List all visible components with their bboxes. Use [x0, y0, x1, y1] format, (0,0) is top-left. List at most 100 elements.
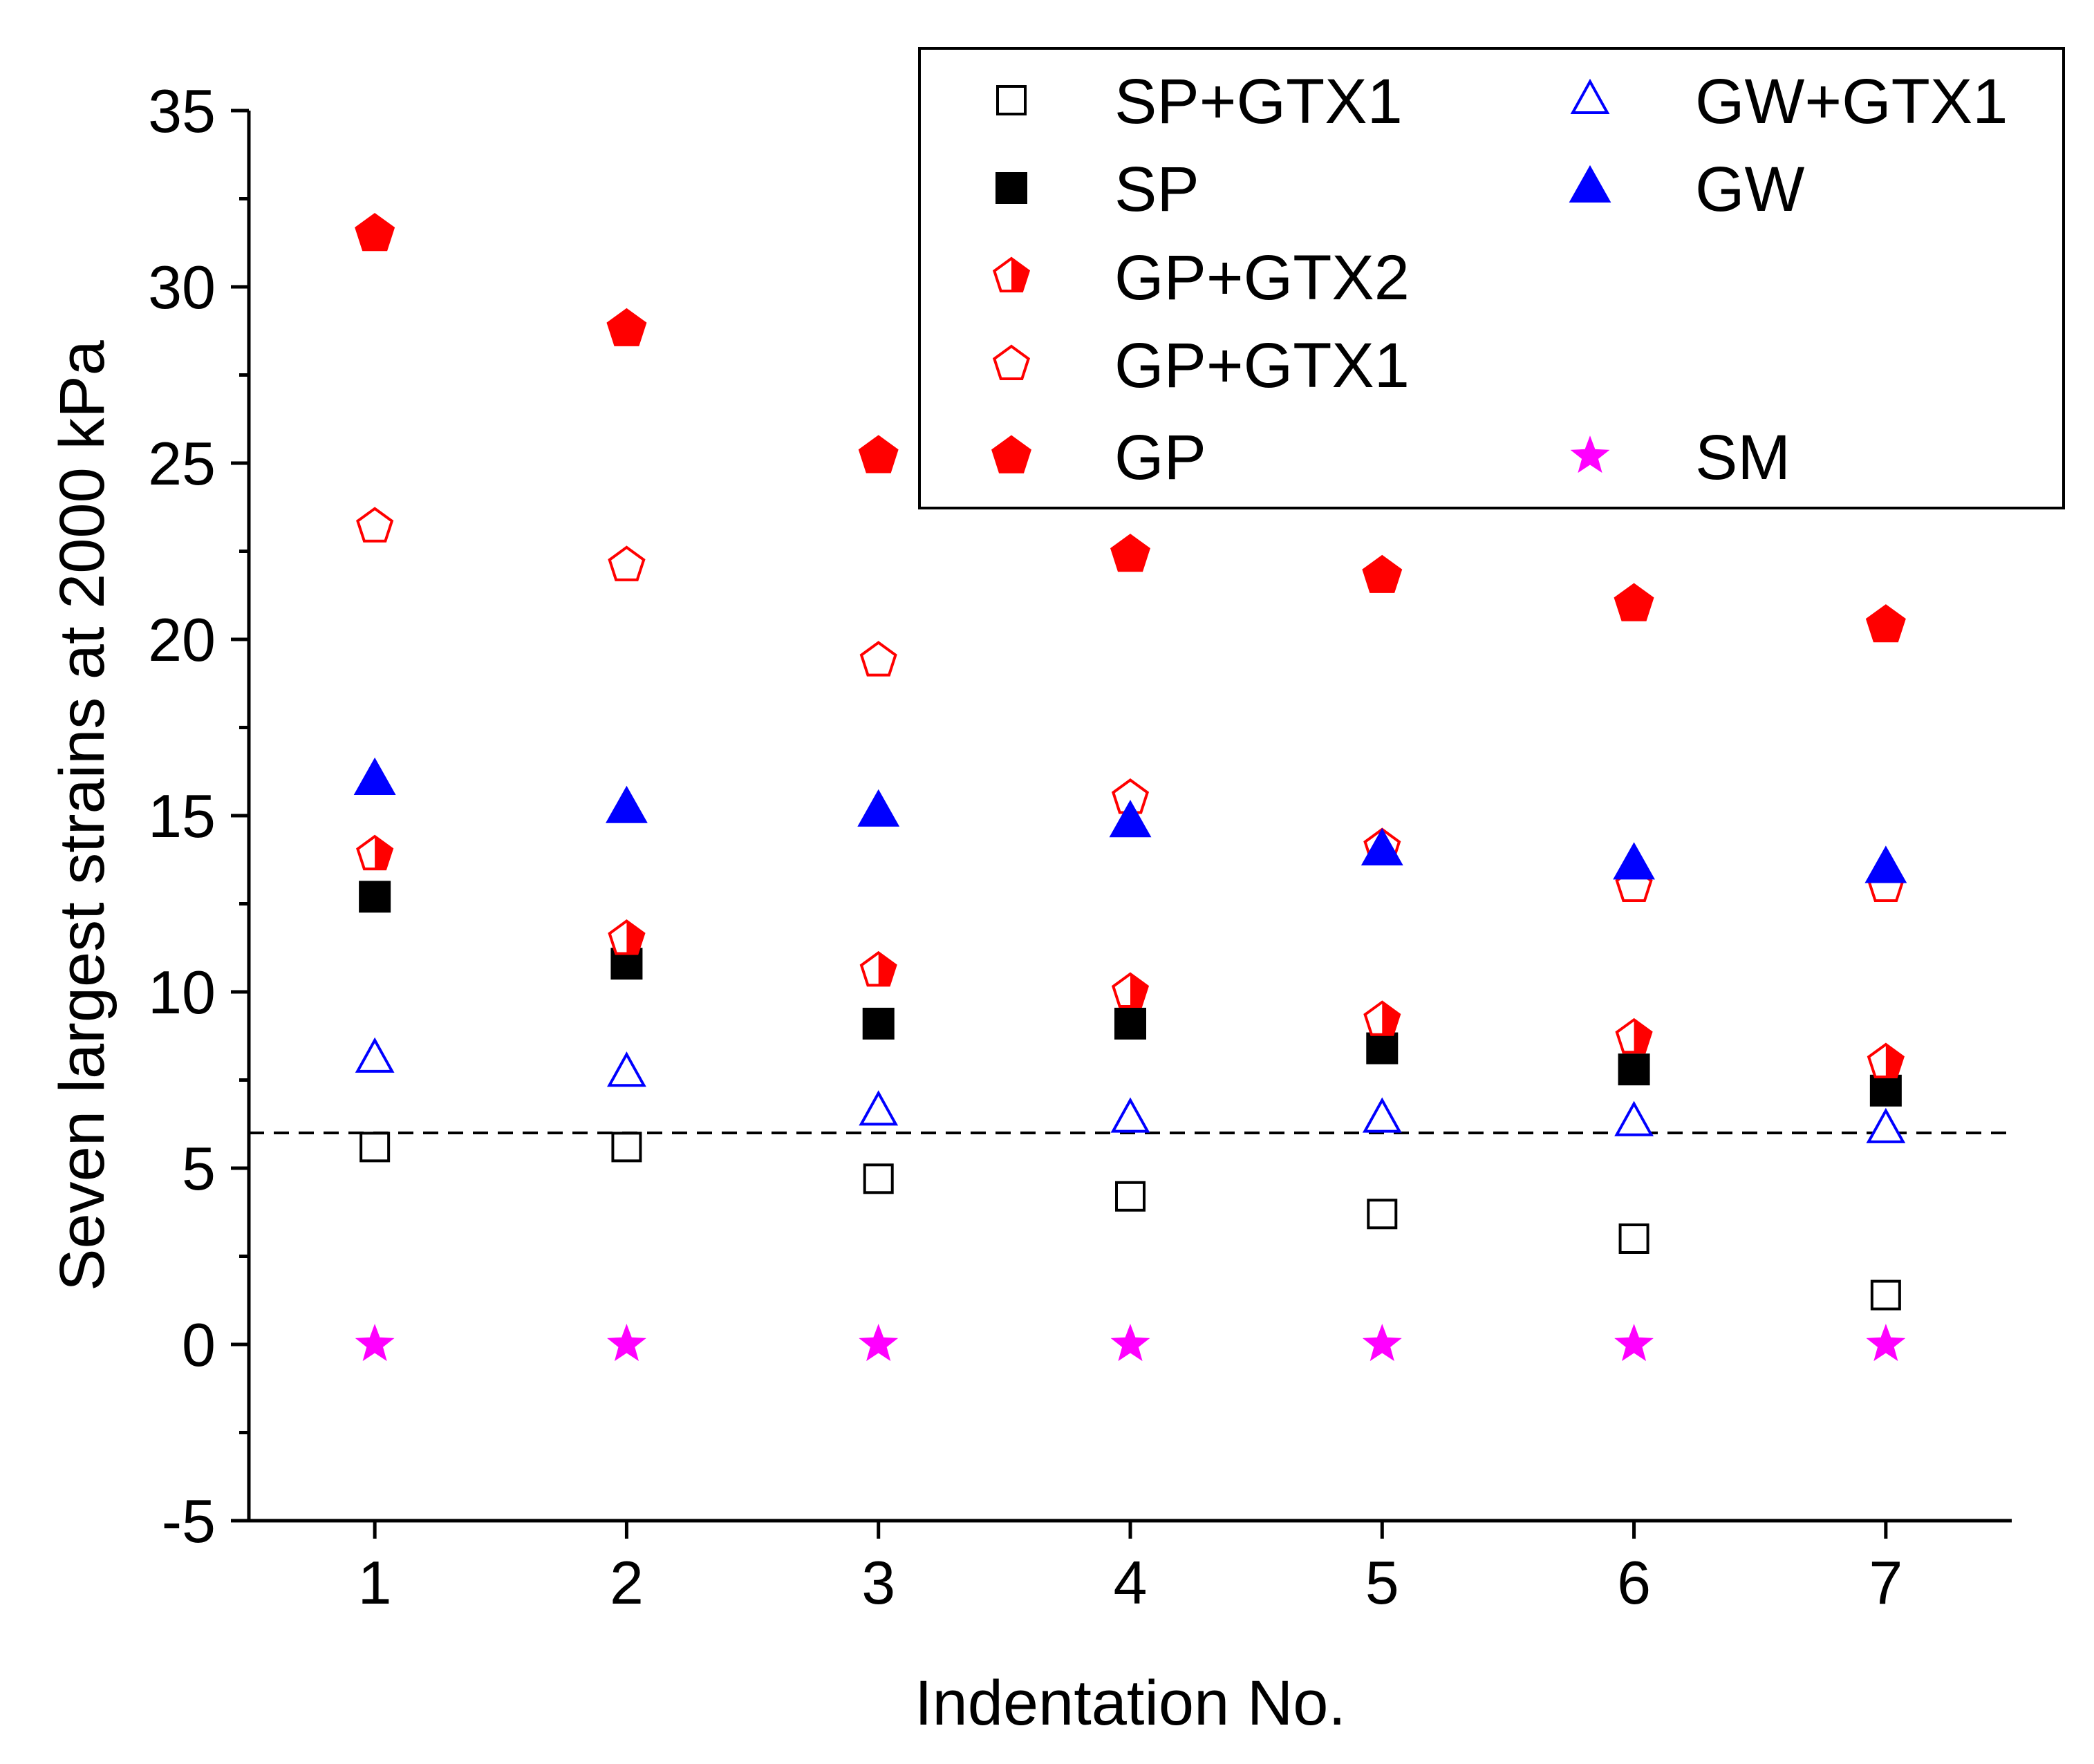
legend-item: GP+GTX1 [992, 330, 1410, 401]
legend-box [918, 47, 2065, 509]
x-tick-label: 6 [1617, 1548, 1651, 1617]
data-point [355, 1324, 395, 1362]
data-point [1866, 1324, 1906, 1362]
legend-marker [996, 85, 1027, 115]
y-tick-label: 10 [148, 958, 216, 1026]
data-point [857, 789, 900, 827]
y-tick-label: 5 [182, 1134, 216, 1203]
x-tick-label: 3 [861, 1548, 895, 1617]
data-point [1110, 1097, 1150, 1133]
data-point [607, 1324, 646, 1362]
legend-item: GP+GTX2 [992, 243, 1410, 313]
data-point [1110, 534, 1150, 572]
legend-marker [992, 256, 1031, 292]
data-point [1614, 1324, 1654, 1362]
legend-label: GW+GTX1 [1695, 66, 2008, 137]
legend-label: GP [1114, 422, 1206, 493]
data-point [608, 545, 646, 581]
legend-label: SP+GTX1 [1114, 66, 1403, 137]
data-point [355, 1037, 395, 1073]
legend-marker [991, 435, 1031, 473]
data-point [607, 1051, 646, 1087]
legend-item: SP [995, 154, 1199, 225]
legend-label: GP+GTX2 [1114, 243, 1410, 313]
data-point [1114, 1007, 1146, 1040]
data-point [862, 1007, 895, 1040]
y-tick-label: -5 [162, 1487, 216, 1555]
y-tick-label: 30 [148, 253, 216, 321]
series-gp [355, 213, 1906, 643]
legend-item: GW+GTX1 [1570, 66, 2008, 137]
data-point [863, 1163, 894, 1194]
data-point [858, 435, 899, 473]
data-point [1870, 1279, 1901, 1311]
data-point [1109, 800, 1152, 838]
axes [231, 109, 2012, 1539]
data-point [606, 785, 648, 823]
legend-marker [995, 172, 1027, 204]
series-gw-gtx1 [355, 1037, 1906, 1143]
data-point [359, 881, 391, 913]
data-point [1614, 1100, 1654, 1136]
x-tick-label: 2 [610, 1548, 644, 1617]
data-point [355, 213, 395, 252]
legend-label: GW [1695, 154, 1805, 225]
data-point [1367, 1199, 1398, 1230]
legend: SP+GTX1 SP GP+GTX2 GP+GTX1 GP GW+GTX1 GW SM [918, 47, 2065, 509]
data-point [1110, 1324, 1150, 1362]
data-point [859, 1324, 899, 1362]
data-point [1618, 1223, 1649, 1254]
legend-label: GP+GTX1 [1114, 330, 1410, 401]
tick-labels: -5 0 5 10 15 20 25 30 35 1 2 3 4 5 6 7 [148, 77, 1903, 1617]
data-point [859, 1090, 899, 1126]
y-tick-label: 0 [182, 1311, 216, 1379]
series-sp [359, 881, 1902, 1107]
data-point [1362, 1097, 1402, 1133]
data-point [356, 834, 394, 871]
data-point [1618, 1053, 1650, 1086]
legend-item: SP+GTX1 [996, 66, 1403, 137]
data-points [353, 213, 1907, 1362]
data-point [1362, 1324, 1402, 1362]
data-point [1865, 604, 1906, 643]
data-point [1363, 1000, 1401, 1036]
data-point [1866, 1107, 1906, 1143]
data-point [1864, 845, 1907, 883]
data-point [859, 641, 897, 677]
x-tick-label: 5 [1365, 1548, 1399, 1617]
data-point [606, 308, 647, 346]
legend-marker [1570, 435, 1610, 473]
data-point [1614, 583, 1654, 621]
x-tick-label: 4 [1114, 1548, 1148, 1617]
legend-marker [1569, 165, 1611, 203]
series-sm [355, 1324, 1906, 1362]
data-point [1115, 1181, 1146, 1212]
data-point [356, 507, 394, 543]
legend-label: SP [1114, 154, 1199, 225]
data-point [859, 950, 897, 987]
data-point [1869, 1074, 1902, 1107]
data-point [1867, 1042, 1905, 1078]
x-axis-title: Indentation No. [915, 1668, 1346, 1738]
y-tick-label: 25 [148, 429, 216, 498]
y-tick-label: 15 [148, 782, 216, 850]
data-point [1615, 1017, 1653, 1054]
series-gw [353, 757, 1907, 883]
data-point [1111, 972, 1150, 1008]
data-point [353, 757, 396, 795]
data-point [1366, 1032, 1399, 1064]
legend-item: GP [991, 422, 1206, 493]
y-axis-title: Seven largest strains at 2000 kPa [47, 339, 118, 1291]
series-gp-gtx2 [356, 834, 1905, 1078]
legend-marker [992, 344, 1031, 380]
y-tick-label: 20 [148, 606, 216, 674]
legend-item: SM [1570, 422, 1791, 493]
data-point [611, 1132, 642, 1163]
y-tick-label: 35 [148, 77, 216, 145]
legend-item: GW [1569, 154, 1805, 225]
legend-marker [1570, 78, 1610, 114]
series-sp-gtx1 [359, 1132, 1901, 1311]
x-tick-label: 1 [358, 1548, 392, 1617]
data-point [1613, 842, 1655, 880]
